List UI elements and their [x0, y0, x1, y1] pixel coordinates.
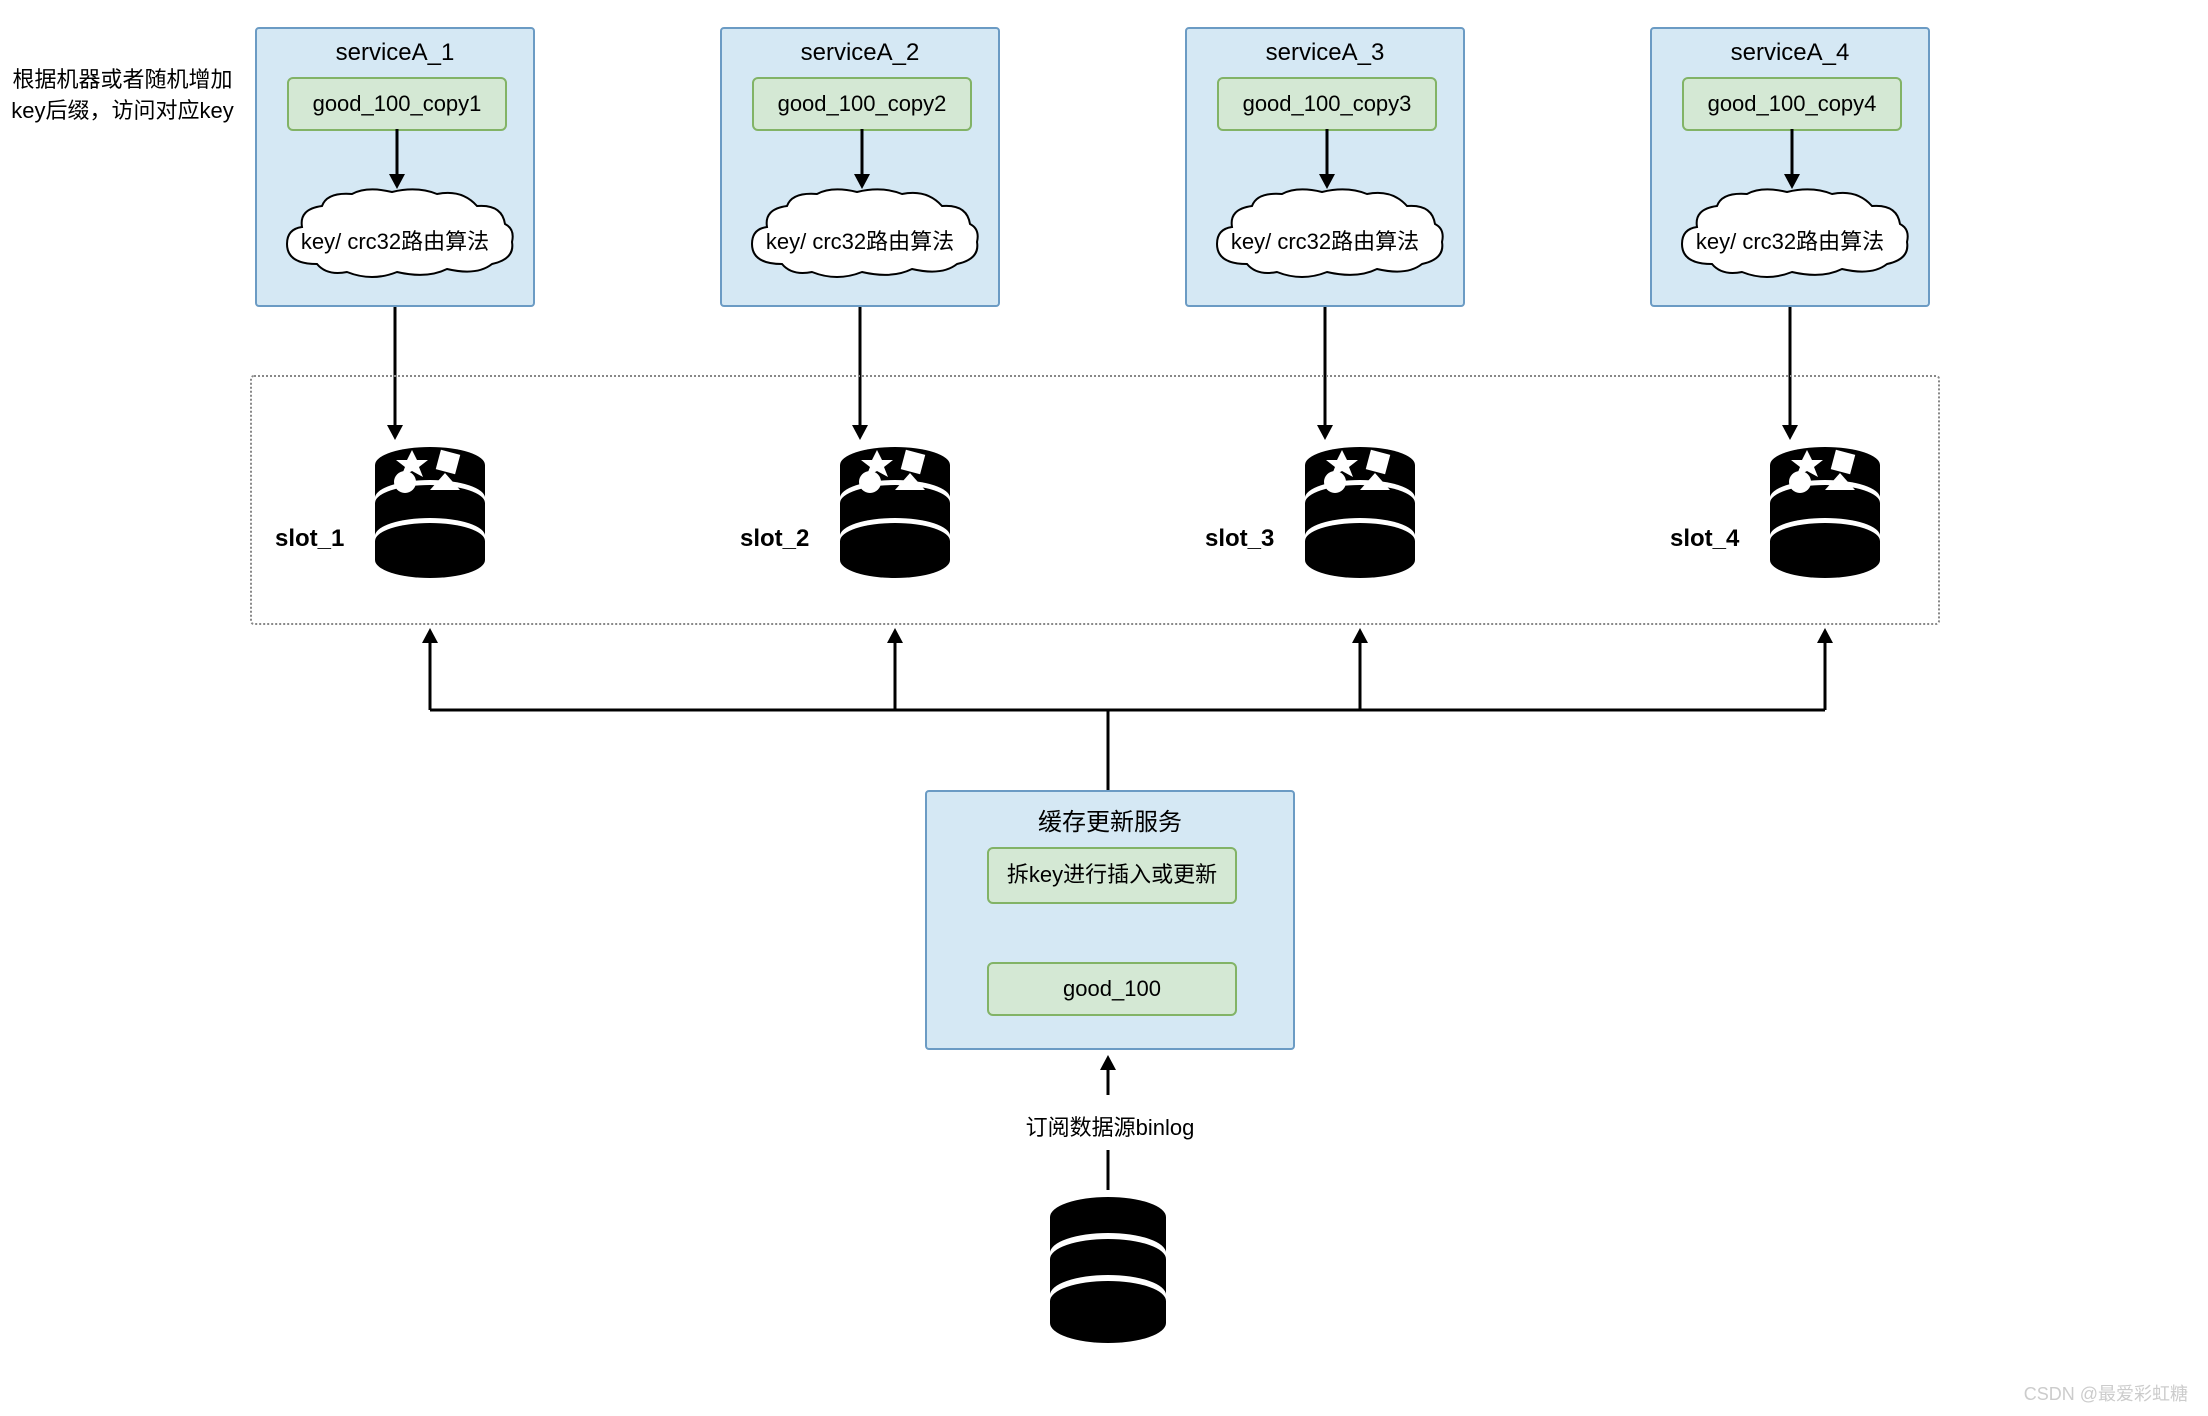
database-icon	[1043, 1195, 1173, 1345]
watermark: CSDN @最爱彩虹糖	[2024, 1380, 2188, 1406]
binlog-label: 订阅数据源binlog	[1000, 1110, 1220, 1142]
diagram-canvas: 根据机器或者随机增加key后缀，访问对应key serviceA_1 good_…	[0, 0, 2208, 1416]
